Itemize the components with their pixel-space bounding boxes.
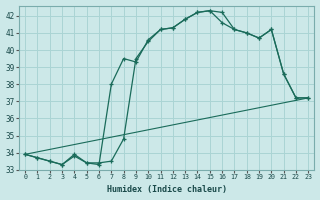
X-axis label: Humidex (Indice chaleur): Humidex (Indice chaleur): [107, 185, 227, 194]
